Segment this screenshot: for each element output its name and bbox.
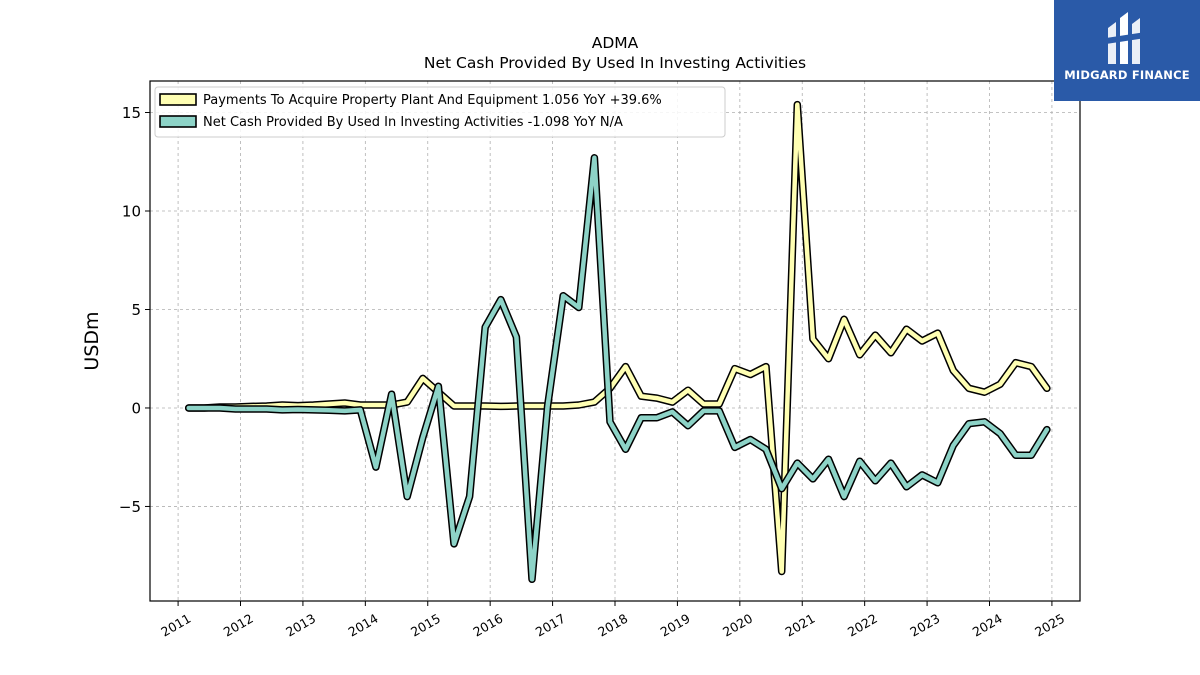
x-tick-label: 2018: [595, 611, 630, 640]
chart-title: ADMA: [592, 34, 639, 52]
chart-subtitle: Net Cash Provided By Used In Investing A…: [424, 54, 806, 72]
y-tick-label: 15: [122, 104, 141, 122]
x-tick-label: 2021: [782, 611, 817, 640]
legend-swatch-net-investing: [159, 115, 197, 128]
series-0: [184, 100, 1051, 576]
series-line: [186, 155, 1050, 582]
y-tick-label: 5: [131, 301, 141, 319]
legend-label-net-investing: Net Cash Provided By Used In Investing A…: [203, 115, 623, 130]
x-tick-label: 2012: [221, 611, 256, 640]
y-tick-label: 0: [131, 399, 141, 417]
x-tick-label: 2024: [970, 611, 1005, 640]
x-axis-ticks: 2011 2012 2013 2014 2015 2016 2017 2018 2019 2020…: [158, 601, 1067, 640]
legend-swatch-capex: [159, 93, 197, 106]
watermark-logo: MIDGARD FINANCE: [1054, 0, 1200, 101]
x-tick-label: 2022: [845, 611, 880, 640]
x-tick-label: 2016: [470, 611, 505, 640]
x-tick-label: 2023: [907, 611, 942, 640]
x-tick-label: 2015: [408, 611, 443, 640]
y-axis-ticks: −5 0 5 10 15: [119, 104, 150, 516]
legend: Payments To Acquire Property Plant And E…: [154, 86, 726, 138]
y-tick-label: −5: [119, 498, 141, 516]
x-tick-label: 2025: [1032, 611, 1067, 640]
x-tick-label: 2013: [283, 611, 318, 640]
series-line: [186, 102, 1050, 574]
legend-label-capex: Payments To Acquire Property Plant And E…: [203, 93, 662, 108]
x-tick-label: 2011: [158, 611, 193, 640]
x-tick-label: 2017: [533, 611, 568, 640]
x-tick-label: 2019: [658, 611, 693, 640]
x-tick-label: 2020: [720, 611, 755, 640]
y-axis-label: USDm: [81, 311, 103, 370]
x-tick-label: 2014: [346, 611, 381, 640]
series-1: [184, 154, 1051, 584]
watermark-text: MIDGARD FINANCE: [1064, 68, 1190, 82]
midgard-logo-icon: [1106, 12, 1146, 64]
series-layer: [184, 100, 1051, 584]
series-line-outline: [184, 154, 1051, 584]
y-tick-label: 10: [122, 203, 141, 221]
legend-box: [154, 86, 726, 138]
